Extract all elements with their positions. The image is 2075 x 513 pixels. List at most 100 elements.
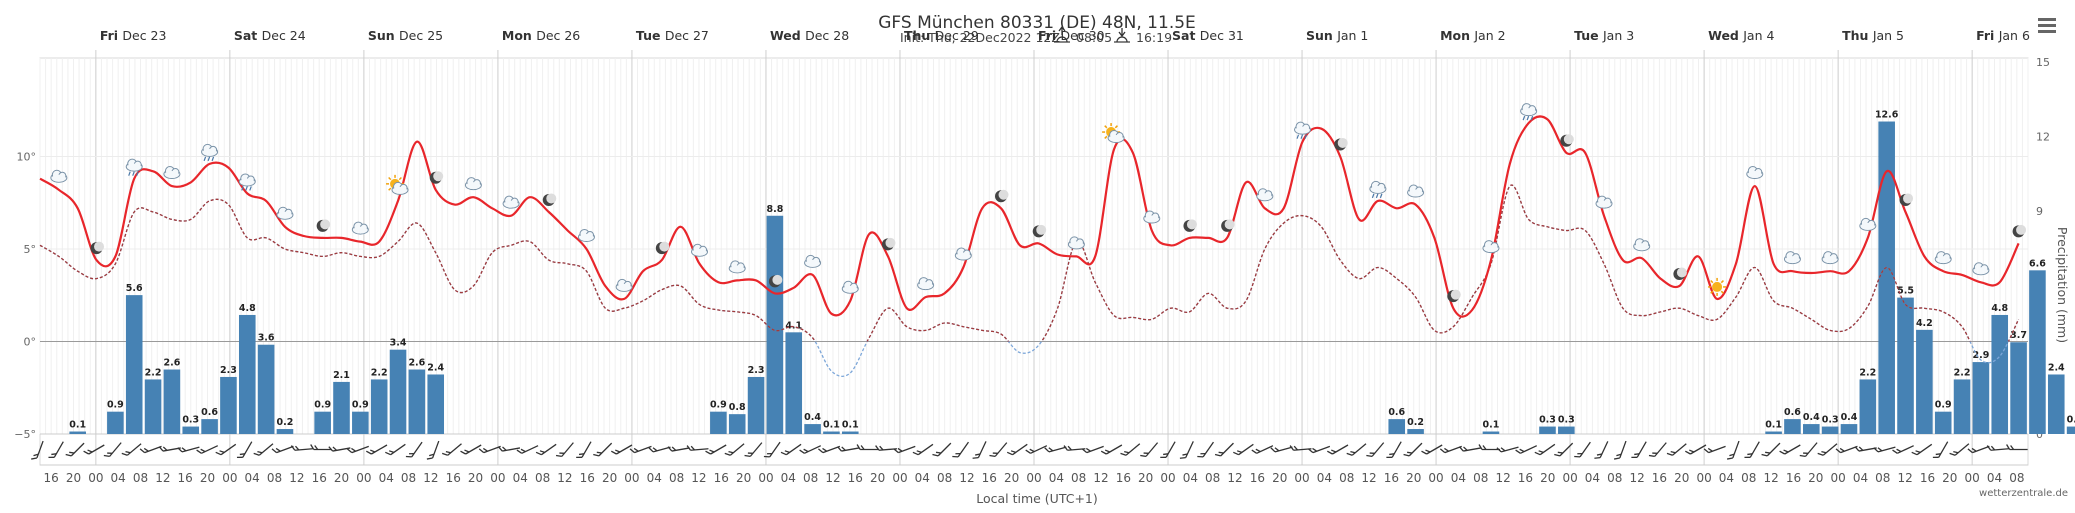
moon-cloud-icon [1334,137,1348,151]
cloud-icon [728,260,746,274]
hour-tick-label: 08 [937,471,952,485]
hour-tick-label: 16 [1518,471,1533,485]
hour-tick-label: 20 [1540,471,1555,485]
wind-arrow-icon [83,444,105,455]
cloud-icon [917,277,935,291]
wind-arrow-icon [215,443,237,456]
cloud-icon [1783,251,1801,265]
precip-bar [352,411,369,434]
wind-arrow-icon [1233,443,1254,456]
hamburger-menu-icon[interactable] [2038,18,2056,33]
cloud-icon [691,243,709,257]
wind-arrow-icon [1817,443,1838,456]
wind-arrow-icon [555,442,574,458]
wind-arrow-icon [1684,444,1707,455]
wind-arrow-icon [1835,445,1858,454]
wind-arrow-icon [1346,443,1367,456]
temp-tick-label: −5° [14,428,36,441]
precip-bar [69,431,86,434]
rain-icon [1294,121,1312,139]
wind-arrow-icon [1100,444,1123,455]
wind-arrow-icon [346,445,369,454]
wind-arrow-icon [648,446,671,453]
hour-tick-label: 00 [490,471,505,485]
hour-tick-label: 16 [580,471,595,485]
precip-data-label: 0.4 [1841,412,1858,423]
precip-bar [766,215,784,434]
precip-data-label: 0.1 [842,420,859,431]
sunset-icon [1114,28,1130,43]
wind-arrow-icon [1594,441,1609,459]
precip-bar [1558,426,1575,434]
precip-bar [1539,426,1556,434]
precip-bar [427,374,445,434]
wind-arrow-icon [837,446,860,452]
wind-arrow-icon [1326,444,1349,455]
precip-data-label: 4.8 [239,303,256,314]
wind-arrow-icon [972,441,987,459]
precipitation-labels: 0.10.95.62.22.60.30.62.34.83.60.20.92.10… [69,110,2075,431]
wind-arrow-icon [328,446,351,452]
wind-arrow-icon [667,446,690,452]
precip-bar [107,411,124,434]
hour-tick-label: 04 [1317,471,1332,485]
wind-arrow-icon [48,441,64,459]
precip-data-label: 2.4 [2048,362,2065,373]
cloud-icon [1859,217,1877,231]
wind-arrow-icon [932,442,952,457]
day-label: Sun Jan 1 [1306,28,1368,43]
wind-arrow-icon [1515,445,1538,454]
wind-arrow-icon [177,446,200,453]
moon-cloud-icon [881,237,896,251]
wind-arrow-icon [989,442,1008,458]
wind-arrow-icon [1892,445,1914,454]
wind-arrow-icon [535,443,557,456]
hour-tick-label: 00 [1965,471,1980,485]
hour-tick-label: 04 [1183,471,1198,485]
cloud-icon [502,195,520,209]
precip-data-label: 2.2 [371,367,388,378]
precip-data-label: 0.4 [804,412,821,423]
day-label: Sun Dec 25 [368,28,443,43]
precip-bar [1897,297,1914,434]
wind-arrow-icon [2006,444,2028,451]
precip-bar [370,379,388,434]
wind-arrow-icon [593,442,613,457]
precip-bar [1821,426,1839,434]
precip-data-label: 0.1 [823,420,840,431]
cloud-icon [1482,240,1500,254]
wind-arrow-icon [763,441,781,458]
wind-arrow-icon [1270,446,1293,453]
weather-icons [50,103,2027,303]
wind-arrow-icon [1648,442,1667,458]
hour-tick-label: 16 [1116,471,1131,485]
precip-data-label: 0.9 [314,400,331,411]
precip-data-label: 12.6 [1875,110,1899,121]
sunset-time: 16:19 [1136,30,1172,45]
precip-bar [333,381,350,434]
wind-arrow-icon [1179,441,1194,459]
cloud-icon [1143,210,1161,224]
cloud-icon [1407,184,1425,198]
hour-tick-label: 20 [602,471,617,485]
cloud-icon [804,254,822,268]
precip-tick-label: 9 [2036,205,2043,218]
moon-cloud-icon [1221,219,1235,232]
precip-data-label: 8.8 [766,204,783,215]
precip-data-label: 5.5 [1897,286,1914,297]
moon-cloud-icon [316,219,331,232]
precip-data-label: 0.6 [1784,407,1801,418]
precip-bar [1953,379,1971,434]
sunrise-icon [1054,25,1070,43]
hour-tick-label: 16 [312,471,327,485]
hour-tick-label: 16 [1920,471,1935,485]
precip-data-label: 0.9 [107,400,124,411]
hour-tick-label: 04 [1987,471,2002,485]
precip-data-label: 0.1 [69,420,86,431]
wind-arrow-icon [1761,442,1781,457]
day-label: Sat Dec 31 [1172,28,1244,43]
wind-arrow-icon [516,445,539,454]
hour-tick-label: 00 [1428,471,1443,485]
wind-arrow-icon [576,441,592,459]
precip-data-label: 0.3 [2067,415,2075,426]
